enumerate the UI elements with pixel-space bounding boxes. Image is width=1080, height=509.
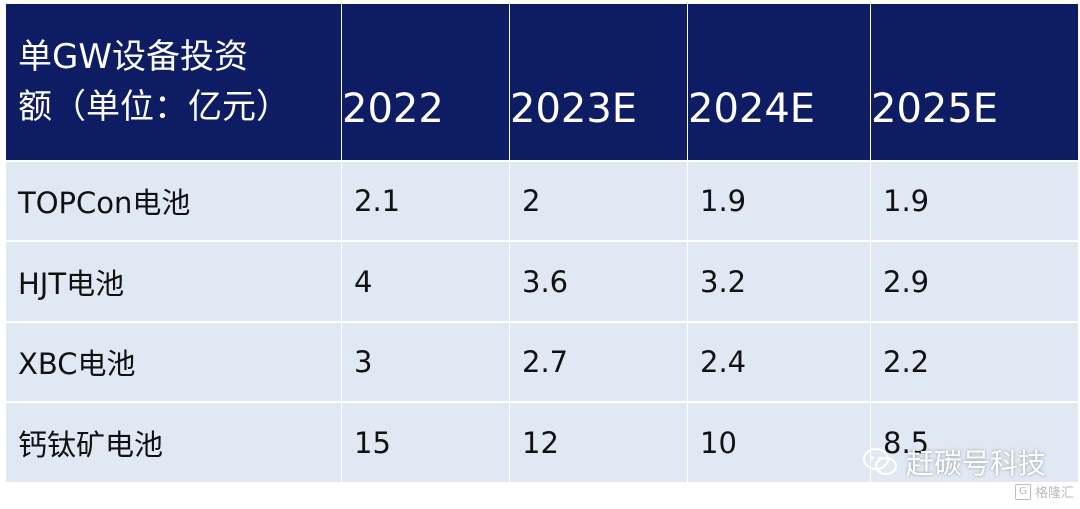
row-label-perovskite: 钙钛矿电池: [5, 401, 342, 484]
row-label-hjt: HJT电池: [5, 240, 342, 323]
header-metric-line1: 单GW设备投资: [18, 37, 248, 78]
corner-logo-mark: G: [1014, 483, 1031, 500]
table-row: XBC电池 3 2.7 2.4 2.2: [5, 320, 1079, 403]
header-metric-cell: 单GW设备投资 额（单位：亿元）: [5, 3, 342, 162]
table-cell: 2.2: [870, 320, 1079, 403]
watermark-text: 赶碳号科技: [905, 447, 1046, 480]
table-cell: 2.9: [870, 240, 1079, 323]
table-row: 钙钛矿电池 15 12 10 8.5: [5, 401, 1079, 484]
row-label-xbc: XBC电池: [5, 320, 342, 403]
table-cell: 12: [509, 401, 688, 484]
table-cell: 8.5: [870, 401, 1079, 484]
table-header-row: 单GW设备投资 额（单位：亿元） 2022 2023E 2024E 2025E: [5, 3, 1079, 162]
table-cell: 2.7: [509, 320, 688, 403]
table-cell: 1.9: [870, 160, 1079, 242]
watermark: 赶碳号科技: [862, 442, 1046, 482]
table-cell: 3.2: [687, 240, 871, 323]
header-year-2023e: 2023E: [509, 3, 688, 162]
table-cell: 4: [341, 240, 510, 323]
table-row: HJT电池 4 3.6 3.2 2.9: [5, 240, 1079, 323]
wechat-icon: [862, 447, 898, 476]
corner-logo-text: 格隆汇: [1034, 486, 1074, 501]
table-cell: 2.4: [687, 320, 871, 403]
table-row: TOPCon电池 2.1 2 1.9 1.9: [5, 160, 1079, 242]
row-label-topcon: TOPCon电池: [5, 160, 342, 242]
corner-logo: G 格隆汇: [1014, 482, 1074, 501]
table-cell: 3: [341, 320, 510, 403]
table-cell: 2.1: [341, 160, 510, 242]
table-cell: 15: [341, 401, 510, 484]
header-year-2025e: 2025E: [870, 3, 1079, 162]
header-year-2022: 2022: [341, 3, 510, 162]
header-metric-line2: 额（单位：亿元）: [18, 87, 290, 128]
investment-table-container: 单GW设备投资 额（单位：亿元） 2022 2023E 2024E 2025E …: [5, 3, 1079, 484]
investment-table: 单GW设备投资 额（单位：亿元） 2022 2023E 2024E 2025E …: [5, 3, 1079, 484]
table-cell: 3.6: [509, 240, 688, 323]
table-cell: 10: [687, 401, 871, 484]
table-cell: 2: [509, 160, 688, 242]
header-year-2024e: 2024E: [687, 3, 871, 162]
table-cell: 1.9: [687, 160, 871, 242]
